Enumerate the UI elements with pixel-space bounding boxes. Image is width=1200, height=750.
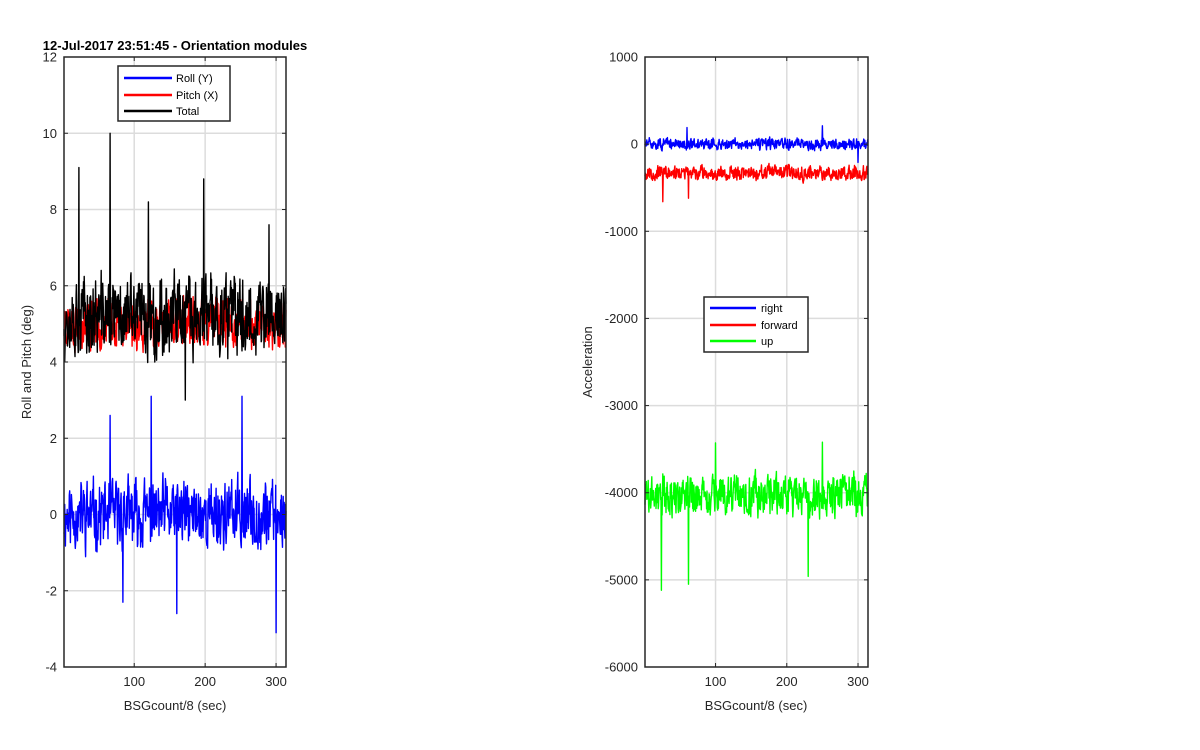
y-tick-label: -6000 [605, 660, 638, 675]
y-tick-label: -1000 [605, 224, 638, 239]
series-line-right [644, 125, 869, 164]
legend-entry-forward: forward [761, 320, 798, 332]
series-lines [63, 132, 287, 634]
axis-ticks: 100 200 300 -6000 -5000 -4000 -3000 -2000 -1000 0… [605, 50, 869, 690]
y-tick-label: -4 [45, 660, 57, 675]
legend: right forward up [703, 296, 809, 353]
x-tick-label: 100 [705, 674, 727, 689]
legend-entry-pitch: Pitch (X) [176, 90, 218, 102]
y-axis-label: Roll and Pitch (deg) [19, 305, 34, 419]
legend-entry-right: right [761, 303, 782, 315]
y-tick-label: -2000 [605, 311, 638, 326]
y-tick-label: 8 [50, 202, 57, 217]
series-line-forward [644, 162, 869, 203]
series-lines [644, 125, 869, 591]
x-tick-label: 300 [847, 674, 869, 689]
y-tick-label: 1000 [609, 50, 638, 65]
y-tick-label: -4000 [605, 485, 638, 500]
y-tick-label: 0 [50, 507, 57, 522]
legend-entry-total: Total [176, 106, 199, 118]
y-tick-label: 2 [50, 431, 57, 446]
legend: Roll (Y) Pitch (X) Total [117, 65, 231, 122]
series-line-roll-y [63, 395, 287, 634]
plot-area [645, 57, 868, 667]
x-tick-label: 200 [776, 674, 798, 689]
y-tick-label: 0 [631, 137, 638, 152]
legend-entry-roll: Roll (Y) [176, 73, 213, 85]
y-tick-label: 4 [50, 355, 57, 370]
axis-ticks: 100 200 300 -4 -2 0 2 4 6 8 10 12 [43, 50, 287, 690]
x-axis-label: BSGcount/8 (sec) [124, 698, 227, 713]
x-tick-label: 100 [123, 674, 145, 689]
y-tick-label: 6 [50, 278, 57, 293]
x-tick-label: 200 [194, 674, 216, 689]
y-tick-label: -3000 [605, 398, 638, 413]
series-line-up [644, 441, 869, 591]
acceleration-chart: 100 200 300 -6000 -5000 -4000 -3000 -2000 -1000 0… [580, 50, 869, 714]
x-axis-label: BSGcount/8 (sec) [705, 698, 808, 713]
y-tick-label: 10 [43, 126, 57, 141]
orientation-chart: 100 200 300 -4 -2 0 2 4 6 8 10 12 12-Jul-2017 23:51… [19, 38, 307, 713]
chart-title: 12-Jul-2017 23:51:45 - Orientation modul… [43, 38, 307, 53]
series-line-total [63, 132, 287, 401]
x-tick-label: 300 [265, 674, 287, 689]
y-tick-label: -2 [45, 583, 57, 598]
y-tick-label: -5000 [605, 572, 638, 587]
y-tick-label: 12 [43, 50, 57, 65]
y-axis-label: Acceleration [580, 326, 595, 398]
legend-entry-up: up [761, 336, 773, 348]
plot-frame [644, 56, 869, 668]
